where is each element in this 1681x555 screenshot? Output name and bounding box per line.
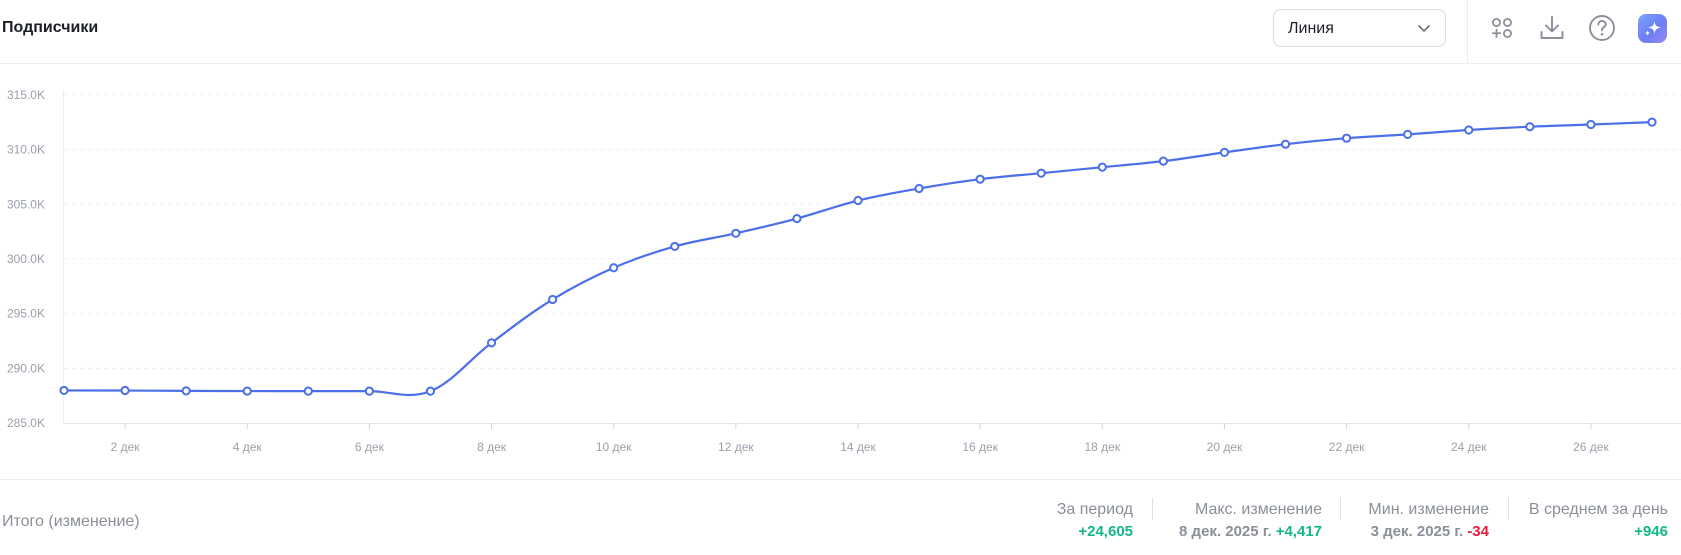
x-tick-label: 22 дек — [1329, 440, 1365, 454]
data-point[interactable] — [731, 228, 741, 238]
stat-period-value: +24,605 — [1078, 523, 1133, 540]
data-point[interactable] — [609, 263, 619, 273]
y-tick-label: 290.0K — [7, 361, 45, 375]
widgets-icon — [1487, 13, 1517, 43]
y-tick-label: 295.0K — [7, 307, 45, 321]
x-tick-label: 2 дек — [111, 440, 141, 454]
data-point[interactable] — [1036, 168, 1046, 178]
footer-divider — [0, 479, 1681, 480]
widgets-button[interactable] — [1487, 13, 1517, 43]
data-point[interactable] — [975, 174, 985, 184]
download-button[interactable] — [1537, 13, 1567, 43]
data-point[interactable] — [1158, 156, 1168, 166]
x-tick-label: 4 дек — [233, 440, 263, 454]
data-point[interactable] — [1464, 125, 1474, 135]
header-divider — [1467, 0, 1468, 63]
x-tick-label: 20 дек — [1207, 440, 1243, 454]
data-point[interactable] — [1097, 162, 1107, 172]
data-point[interactable] — [670, 241, 680, 252]
chart-area: 285.0K 290.0K 295.0K 300.0K 305.0K 310.0K 315.… — [0, 64, 1681, 478]
y-tick-label: 285.0K — [7, 416, 45, 430]
stat-avg-value: +946 — [1634, 523, 1668, 540]
stat-max-label: Макс. изменение — [1194, 501, 1322, 518]
data-point[interactable] — [486, 338, 497, 348]
data-point[interactable] — [1219, 147, 1230, 158]
chart-title: Подписчики — [2, 19, 99, 36]
stat-period: За период +24,605 — [1057, 499, 1133, 543]
x-tick-label: 12 дек — [718, 440, 754, 454]
series-line — [63, 121, 1653, 397]
stat-divider — [1152, 498, 1153, 520]
stat-min-value: -34 — [1467, 523, 1489, 540]
y-tick-label: 310.0K — [7, 143, 45, 157]
chevron-down-icon — [1415, 19, 1433, 37]
data-point[interactable] — [1647, 117, 1657, 127]
x-tick-label: 10 дек — [596, 440, 632, 454]
data-point[interactable] — [1342, 133, 1352, 143]
help-button[interactable] — [1587, 13, 1617, 43]
data-point[interactable] — [1403, 129, 1413, 139]
y-tick-label: 305.0K — [7, 197, 45, 211]
data-point[interactable] — [1586, 119, 1596, 130]
y-tick-label: 300.0K — [7, 252, 45, 266]
totals-label: Итого (изменение) — [2, 513, 140, 530]
chart-header: Подписчики Линия — [0, 0, 1681, 64]
data-point[interactable] — [914, 183, 924, 194]
data-point[interactable] — [59, 385, 69, 396]
stat-max-date: 8 дек. 2025 г. — [1179, 523, 1272, 540]
sparkles-icon — [1638, 14, 1667, 43]
stat-min-change: Мин. изменение 3 дек. 2025 г. -34 — [1368, 499, 1489, 543]
stat-avg-label: В среднем за день — [1528, 501, 1668, 518]
stat-max-value: +4,417 — [1275, 523, 1322, 540]
data-point[interactable] — [242, 386, 252, 396]
data-point[interactable] — [853, 195, 863, 206]
download-icon — [1537, 13, 1567, 43]
chart-type-select-value: Линия — [1288, 20, 1334, 37]
data-point[interactable] — [792, 213, 802, 224]
data-point[interactable] — [181, 386, 191, 396]
data-point[interactable] — [548, 294, 558, 305]
data-point[interactable] — [364, 386, 374, 396]
data-point[interactable] — [425, 386, 436, 396]
data-point[interactable] — [1525, 122, 1535, 132]
data-point[interactable] — [120, 385, 130, 396]
data-point[interactable] — [303, 386, 313, 396]
stat-max-change: Макс. изменение 8 дек. 2025 г. +4,417 — [1179, 499, 1322, 543]
stat-min-label: Мин. изменение — [1368, 501, 1489, 518]
help-icon — [1587, 13, 1617, 43]
stat-min-date: 3 дек. 2025 г. — [1370, 523, 1464, 540]
x-tick-label: 24 дек — [1451, 440, 1487, 454]
x-tick-label: 8 дек — [477, 440, 507, 454]
data-point[interactable] — [1280, 139, 1291, 149]
stat-divider — [1340, 498, 1341, 520]
ai-assistant-button[interactable] — [1638, 14, 1667, 43]
stat-period-label: За период — [1056, 501, 1133, 518]
stat-daily-average: В среднем за день +946 — [1529, 499, 1668, 543]
x-tick-label: 26 дек — [1573, 440, 1609, 454]
chart-type-select[interactable]: Линия — [1273, 9, 1446, 47]
stat-divider — [1508, 498, 1509, 520]
line-chart: 285.0K 290.0K 295.0K 300.0K 305.0K 310.0K 315.… — [7, 88, 1681, 454]
x-tick-label: 14 дек — [840, 440, 876, 454]
y-tick-label: 315.0K — [7, 88, 45, 102]
x-tick-label: 16 дек — [962, 440, 998, 454]
x-tick-label: 18 дек — [1085, 440, 1121, 454]
x-tick-label: 6 дек — [355, 440, 385, 454]
